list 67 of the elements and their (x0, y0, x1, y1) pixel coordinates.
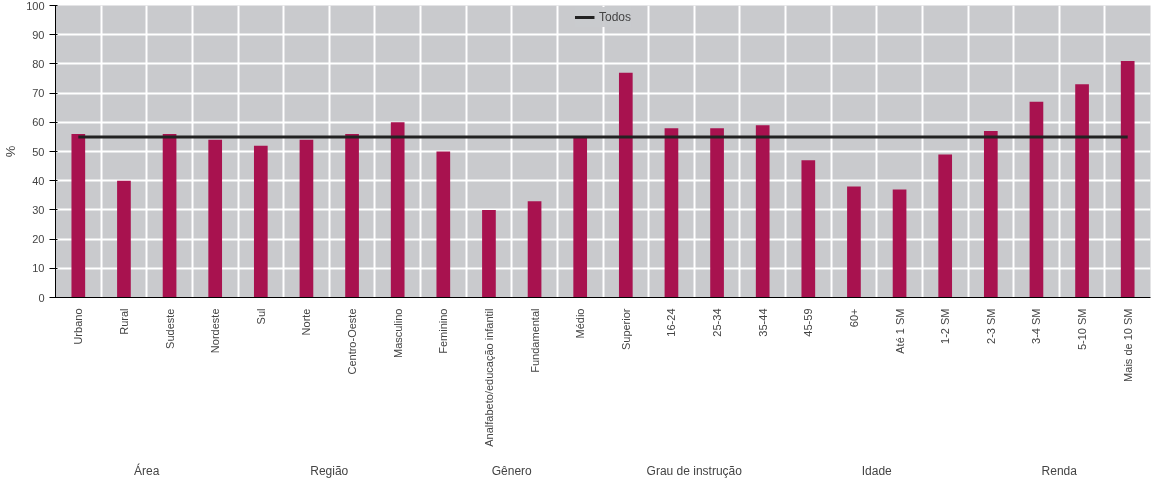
bar (71, 133, 86, 298)
x-tick-label: Até 1 SM (893, 308, 906, 354)
text: Renda (1041, 463, 1078, 478)
bar (573, 136, 588, 298)
y-tick-label: 50 (32, 145, 45, 158)
x-tick-label: 5-10 SM (1076, 308, 1089, 351)
x-tick-label: 1-2 SM (939, 308, 952, 344)
x-tick-label: Norte (300, 308, 313, 336)
bar (1120, 60, 1135, 298)
bar (618, 72, 633, 298)
x-tick-label: 2-3 SM (984, 308, 997, 344)
legend-label: Todos (598, 10, 632, 24)
bar (208, 139, 223, 298)
x-tick-label: Analfabeto/educação infantil (482, 308, 495, 447)
bar (345, 133, 359, 298)
x-tick-label: Superior (619, 308, 632, 351)
text: Região (310, 463, 349, 478)
bar (801, 160, 816, 298)
text: Grau de instrução (646, 463, 743, 478)
bar (482, 209, 496, 298)
x-tick-label: Sul (254, 308, 267, 325)
y-tick-label: 40 (32, 174, 45, 187)
x-tick-label: Rural (117, 308, 130, 335)
bar (664, 128, 679, 298)
bar (253, 145, 268, 298)
y-tick-label: 30 (32, 203, 45, 216)
x-tick-label: Centro-Oeste (346, 308, 359, 375)
y-tick-label: 90 (32, 28, 45, 41)
y-tick-label: 100 (26, 0, 45, 12)
x-tick-label: Mais de 10 SM (1121, 308, 1134, 382)
x-tick-label: Médio (574, 308, 587, 339)
bar (527, 201, 542, 298)
bar (390, 122, 405, 298)
x-tick-label: Sudeste (163, 308, 176, 349)
bar (755, 125, 770, 298)
x-tick-label: Feminino (437, 308, 450, 354)
y-tick-label: 20 (32, 233, 45, 246)
bar (938, 154, 953, 298)
x-tick-label: 25-34 (711, 308, 724, 337)
text: Gênero (491, 463, 533, 478)
bar (1029, 101, 1044, 298)
bar (1075, 84, 1089, 298)
x-tick-label: 60+ (847, 308, 860, 328)
text: Área (134, 462, 160, 478)
bar (117, 180, 131, 298)
y-tick-label: 70 (32, 87, 45, 100)
y-tick-label: 80 (32, 57, 45, 70)
bar (892, 189, 907, 298)
bar (162, 133, 177, 298)
bar (847, 186, 861, 298)
y-tick-label: 10 (32, 262, 45, 275)
bar (299, 139, 314, 298)
x-tick-label: Nordeste (209, 308, 222, 354)
x-tick-label: Urbano (72, 308, 85, 345)
x-tick-label: Masculino (391, 308, 404, 359)
x-tick-label: 35-44 (756, 308, 769, 337)
y-axis-title: % (3, 145, 19, 158)
x-tick-label: 3-4 SM (1030, 308, 1043, 344)
bar (983, 131, 998, 298)
x-tick-label: 16-24 (665, 308, 678, 337)
bar (710, 128, 724, 298)
bar (436, 151, 451, 298)
y-tick-label: 0 (38, 291, 45, 304)
x-tick-label: 45-59 (802, 308, 815, 337)
text: Idade (861, 463, 893, 478)
x-tick-label: Fundamental (528, 308, 541, 373)
y-tick-label: 60 (32, 116, 45, 129)
